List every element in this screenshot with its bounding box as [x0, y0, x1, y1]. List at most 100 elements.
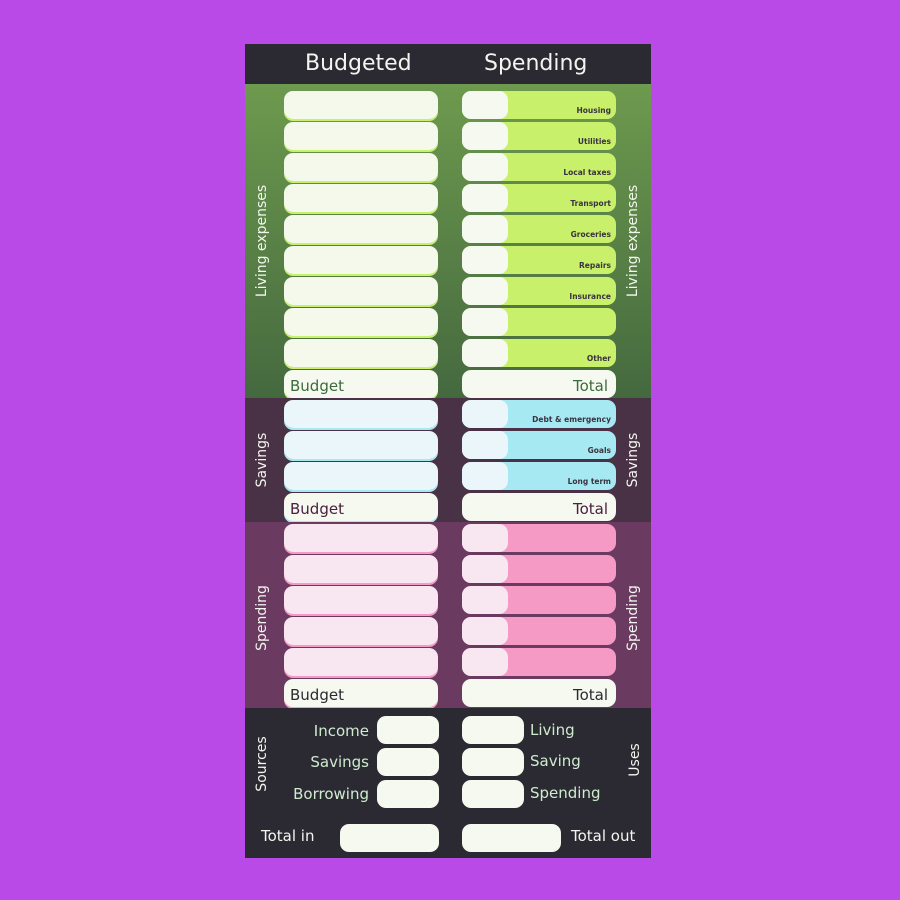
spending-total-input[interactable]: Total	[462, 679, 616, 707]
category-label: Goals	[587, 446, 611, 455]
income-label: Income	[313, 722, 369, 740]
spending-row[interactable]	[462, 586, 616, 614]
living-label-right: Living expenses	[625, 184, 641, 298]
spending-amount-input[interactable]	[462, 648, 508, 676]
budget-input[interactable]	[284, 308, 438, 336]
total-in-input[interactable]	[340, 824, 439, 852]
spending-label-right: Spending	[625, 585, 641, 651]
budget-input[interactable]	[284, 339, 438, 367]
uses-label: Uses	[627, 743, 643, 777]
spending-amount-input[interactable]	[462, 400, 508, 428]
category-label: Repairs	[578, 261, 611, 270]
category-label: Utilities	[577, 137, 611, 146]
spending-row[interactable]: Debt & emergency	[462, 400, 616, 428]
budget-total-input[interactable]: Budget	[284, 370, 438, 398]
spending-row[interactable]	[462, 617, 616, 645]
budget-input[interactable]	[284, 215, 438, 243]
spending-amount-input[interactable]	[462, 586, 508, 614]
living-label-left: Living expenses	[254, 184, 270, 298]
budget-input[interactable]	[284, 462, 438, 490]
spending-row[interactable]	[462, 648, 616, 676]
category-label: Transport	[570, 199, 611, 208]
budget-input[interactable]	[284, 524, 438, 552]
category-label: Insurance	[569, 292, 611, 301]
spending-row[interactable]	[462, 524, 616, 552]
spending-amount-input[interactable]	[462, 122, 508, 150]
spending-amount-input[interactable]	[462, 184, 508, 212]
budget-card: Budgeted Spending Living expenses Living…	[245, 44, 651, 858]
spending-row[interactable]: Groceries	[462, 215, 616, 243]
total-in-label: Total in	[261, 827, 315, 845]
spending-total-input[interactable]: Total	[462, 493, 616, 521]
living-section: Living expenses Living expenses Budget H…	[245, 84, 651, 398]
budget-total-input[interactable]: Budget	[284, 493, 438, 521]
budget-input[interactable]	[284, 555, 438, 583]
budget-input[interactable]	[284, 586, 438, 614]
total-label: Total	[572, 377, 608, 395]
category-label: Groceries	[570, 230, 611, 239]
income-input[interactable]	[377, 716, 439, 744]
spending-heading: Spending	[484, 51, 588, 76]
spending-amount-input[interactable]	[462, 277, 508, 305]
budget-label: Budget	[290, 377, 344, 395]
spending-row[interactable]: Utilities	[462, 122, 616, 150]
category-label: Debt & emergency	[532, 415, 611, 424]
living-use-input[interactable]	[462, 716, 524, 744]
budget-input[interactable]	[284, 617, 438, 645]
spending-row[interactable]: Local taxes	[462, 153, 616, 181]
budget-input[interactable]	[284, 431, 438, 459]
spending-amount-input[interactable]	[462, 308, 508, 336]
spending-row[interactable]	[462, 555, 616, 583]
living-use-label: Living	[530, 721, 575, 739]
total-out-label: Total out	[571, 827, 636, 845]
saving-use-input[interactable]	[462, 748, 524, 776]
budget-total-input[interactable]: Budget	[284, 679, 438, 707]
budget-input[interactable]	[284, 122, 438, 150]
sources-label: Sources	[254, 736, 270, 792]
spending-amount-input[interactable]	[462, 215, 508, 243]
spending-amount-input[interactable]	[462, 431, 508, 459]
savings-label-right: Savings	[625, 432, 641, 488]
budget-input[interactable]	[284, 91, 438, 119]
budget-input[interactable]	[284, 246, 438, 274]
spending-amount-input[interactable]	[462, 246, 508, 274]
spending-use-input[interactable]	[462, 780, 524, 808]
category-label: Long term	[567, 477, 611, 486]
saving-use-label: Saving	[530, 752, 581, 770]
sources-uses-section: Sources Uses Income Savings Borrowing Li…	[245, 708, 651, 858]
spending-amount-input[interactable]	[462, 524, 508, 552]
spending-row[interactable]: Insurance	[462, 277, 616, 305]
budget-label: Budget	[290, 500, 344, 518]
savings-label-left: Savings	[254, 432, 270, 488]
spending-row[interactable]: Transport	[462, 184, 616, 212]
spending-total-input[interactable]: Total	[462, 370, 616, 398]
savings-source-input[interactable]	[377, 748, 439, 776]
spending-amount-input[interactable]	[462, 91, 508, 119]
spending-amount-input[interactable]	[462, 339, 508, 367]
budget-label: Budget	[290, 686, 344, 704]
spending-use-label: Spending	[530, 784, 601, 802]
budget-input[interactable]	[284, 153, 438, 181]
savings-source-label: Savings	[310, 753, 369, 771]
spending-row[interactable]: Long term	[462, 462, 616, 490]
spending-amount-input[interactable]	[462, 153, 508, 181]
budget-input[interactable]	[284, 648, 438, 676]
total-out-input[interactable]	[462, 824, 561, 852]
spending-row[interactable]: Goals	[462, 431, 616, 459]
spending-row[interactable]: Repairs	[462, 246, 616, 274]
total-label: Total	[572, 686, 608, 704]
spending-amount-input[interactable]	[462, 462, 508, 490]
category-label: Housing	[576, 106, 611, 115]
spending-row[interactable]: Housing	[462, 91, 616, 119]
budget-input[interactable]	[284, 400, 438, 428]
spending-amount-input[interactable]	[462, 555, 508, 583]
spending-amount-input[interactable]	[462, 617, 508, 645]
borrowing-input[interactable]	[377, 780, 439, 808]
budget-input[interactable]	[284, 277, 438, 305]
budget-input[interactable]	[284, 184, 438, 212]
spending-row[interactable]	[462, 308, 616, 336]
spending-row[interactable]: Other	[462, 339, 616, 367]
category-label: Local taxes	[563, 168, 611, 177]
totals-row: Total in Total out	[245, 818, 651, 858]
spending-label-left: Spending	[254, 585, 270, 651]
